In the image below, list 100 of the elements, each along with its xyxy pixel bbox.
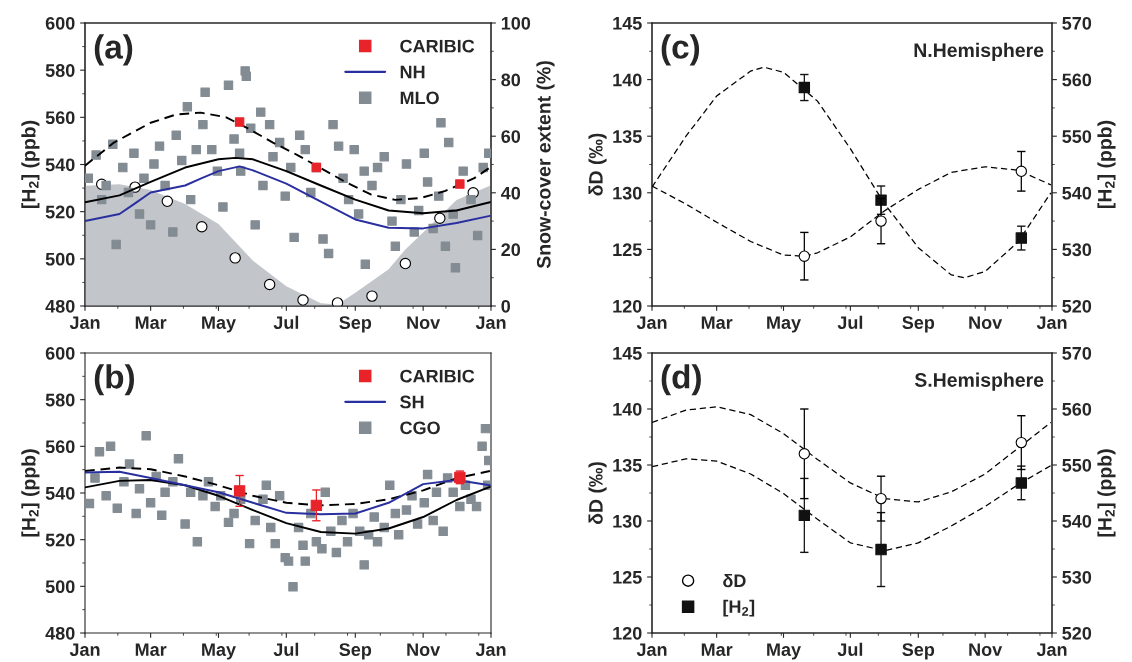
x-tick-label: Jan [636, 316, 667, 329]
x-tick-label: Sep [339, 316, 372, 333]
x-tick-label: Sep [339, 643, 372, 660]
y-axis-title: δD (‰) [588, 133, 607, 196]
legend-label: CARIBIC [400, 39, 475, 53]
y2-tick-label: 100 [501, 16, 531, 30]
y-tick-label: 580 [45, 64, 75, 77]
point [455, 179, 465, 189]
y-tick-label: 480 [45, 626, 75, 640]
point [310, 499, 323, 512]
y-tick-label: 500 [45, 252, 75, 266]
point [434, 212, 446, 224]
y2-tick-label: 540 [1062, 186, 1092, 200]
x-tick-label: May [202, 316, 236, 333]
point [196, 221, 208, 233]
y2-axis-title: [H$_{2}$] (ppb) [1097, 449, 1116, 537]
x-tick-label: May [767, 316, 801, 333]
y-tick-label: 125 [613, 570, 642, 584]
x-tick-label: Jan [636, 643, 667, 656]
y-tick-label: 580 [45, 393, 75, 407]
x-tick-label: Sep [902, 316, 935, 333]
y-tick-label: 130 [613, 186, 642, 200]
x-tick-label: Nov [969, 643, 1003, 656]
x-tick-label: Mar [135, 316, 167, 329]
annotation: (b) [94, 364, 135, 396]
y2-tick-label: 570 [1062, 16, 1092, 30]
y-tick-label: 125 [613, 243, 642, 257]
y-axis-title: [H$_{2}$] (ppb) [21, 449, 40, 537]
y2-tick-label: 550 [1062, 130, 1092, 143]
legend-label: [H$_{2}$] [723, 599, 755, 617]
y-tick-label: 120 [613, 626, 642, 640]
annotation: (d) [661, 364, 701, 396]
point [1015, 477, 1028, 489]
x-tick-label: May [767, 643, 801, 660]
y-tick-label: 520 [45, 533, 75, 547]
y-tick-label: 145 [613, 17, 642, 30]
x-tick-label: Mar [135, 643, 167, 656]
x-tick-label: Nov [407, 643, 441, 656]
y-axis-title: δD (‰) [588, 462, 607, 524]
x-tick-label: Sep [902, 643, 935, 660]
y2-tick-label: 540 [1062, 514, 1092, 528]
x-tick-label: Jan [69, 316, 100, 329]
x-tick-label: Jan [1036, 643, 1067, 656]
point [1015, 436, 1028, 449]
y2-tick-label: 530 [1062, 570, 1092, 584]
y2-tick-label: 20 [501, 243, 521, 257]
annotation: (c) [661, 34, 700, 66]
annotation: S.Hemisphere [914, 372, 1044, 391]
y-tick-label: 520 [45, 205, 75, 219]
x-tick-label: Nov [407, 316, 441, 329]
y-tick-label: 540 [45, 486, 75, 500]
point [875, 543, 887, 556]
y2-tick-label: 530 [1062, 243, 1092, 257]
y2-tick-label: 550 [1062, 458, 1092, 472]
x-tick-label: Jul [273, 315, 299, 329]
point [875, 215, 887, 227]
point [366, 290, 378, 302]
y-tick-label: 560 [45, 440, 75, 454]
legend-label: CARIBIC [400, 369, 475, 383]
y2-axis-title: [H$_{2}$] (ppb) [1097, 120, 1116, 209]
line-series [652, 406, 1052, 503]
x-tick-label: Jul [837, 642, 863, 656]
y2-tick-label: 520 [1062, 626, 1092, 640]
x-tick-label: Mar [701, 316, 733, 329]
point [229, 252, 241, 264]
x-tick-label: Jan [69, 643, 100, 656]
legend-label: NH [400, 65, 425, 79]
x-tick-label: Jan [475, 643, 506, 656]
x-tick-label: Nov [969, 316, 1003, 329]
y-tick-label: 480 [45, 299, 75, 313]
y2-axis-title: Snow-cover extent (%) [536, 61, 555, 269]
point [798, 81, 811, 94]
point [234, 117, 245, 127]
y-tick-label: 145 [613, 347, 642, 360]
point [297, 294, 309, 306]
y-tick-label: 500 [45, 580, 75, 594]
y-tick-label: 135 [613, 458, 642, 472]
point [233, 485, 246, 497]
y2-tick-label: 60 [501, 130, 521, 143]
point [1015, 232, 1028, 244]
y-tick-label: 560 [45, 111, 75, 125]
x-tick-label: Jan [1036, 316, 1067, 329]
y-tick-label: 130 [613, 514, 642, 528]
y-axis-title: [H$_{2}$] (ppb) [21, 120, 40, 209]
y2-tick-label: 0 [501, 299, 511, 313]
point [875, 492, 887, 505]
y2-tick-label: 570 [1062, 346, 1092, 360]
y-tick-label: 140 [613, 73, 642, 87]
legend-label: SH [400, 395, 424, 409]
point [1015, 165, 1028, 177]
point [399, 257, 412, 270]
y2-tick-label: 40 [501, 186, 521, 200]
y-tick-label: 135 [613, 130, 642, 143]
annotation: N.Hemisphere [914, 42, 1044, 61]
point [798, 250, 811, 262]
y-tick-label: 120 [613, 299, 642, 313]
point [798, 509, 811, 522]
y2-tick-label: 560 [1062, 402, 1092, 416]
y2-tick-label: 560 [1062, 73, 1092, 87]
x-tick-label: Mar [701, 643, 733, 656]
